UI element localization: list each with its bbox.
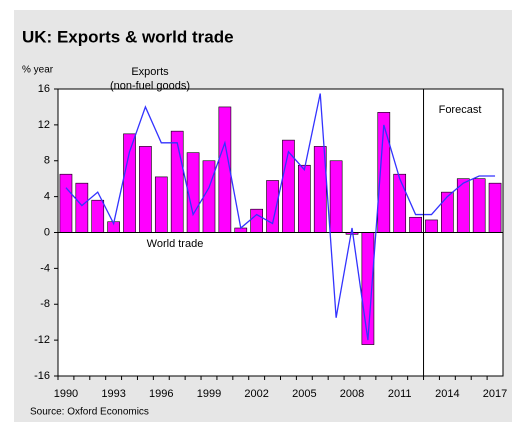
y-tick-label: 12 (38, 119, 50, 131)
x-tick-label: 2017 (483, 388, 507, 400)
y-tick-label: -8 (40, 298, 50, 310)
bar (59, 173, 73, 233)
y-tick-label: -4 (40, 262, 50, 274)
bar (425, 219, 438, 233)
bar (329, 160, 343, 233)
bar (202, 160, 216, 233)
x-tick-label: 1993 (101, 388, 125, 400)
x-tick-label: 2008 (340, 388, 364, 400)
bar (75, 182, 89, 233)
bar (250, 208, 264, 233)
y-tick-label: 0 (44, 226, 50, 238)
x-tick-label: 2014 (435, 388, 459, 400)
x-tick-label: 1996 (149, 388, 173, 400)
y-tick-label: 4 (44, 191, 50, 203)
x-tick-label: 2011 (388, 388, 412, 400)
exports-annotation: Exports (131, 66, 169, 78)
y-tick-label: 16 (38, 83, 50, 95)
y-tick-label: 8 (44, 155, 50, 167)
bar (441, 191, 454, 233)
bar (218, 106, 232, 233)
bar (393, 173, 407, 233)
bar (297, 164, 311, 233)
y-tick-label: -12 (34, 334, 50, 346)
bar (488, 182, 502, 233)
exports-annotation-sub: (non-fuel goods) (110, 80, 190, 92)
bar (472, 178, 486, 233)
x-tick-label: 2005 (292, 388, 316, 400)
bar (170, 130, 184, 233)
bar (123, 133, 136, 233)
x-tick-label: 1999 (197, 388, 221, 400)
bar (154, 176, 168, 233)
source: Source: Oxford Economics (30, 407, 149, 418)
bar (91, 199, 105, 233)
world-trade-annotation: World trade (147, 238, 204, 250)
bar (139, 146, 152, 233)
forecast-annotation: Forecast (439, 104, 482, 116)
x-tick-label: 2002 (244, 388, 268, 400)
chart-title: UK: Exports & world trade (22, 27, 234, 46)
x-tick-label: 1990 (54, 388, 78, 400)
bar (409, 216, 422, 233)
y-axis-label: % year (22, 65, 54, 76)
y-tick-label: -16 (34, 370, 50, 382)
